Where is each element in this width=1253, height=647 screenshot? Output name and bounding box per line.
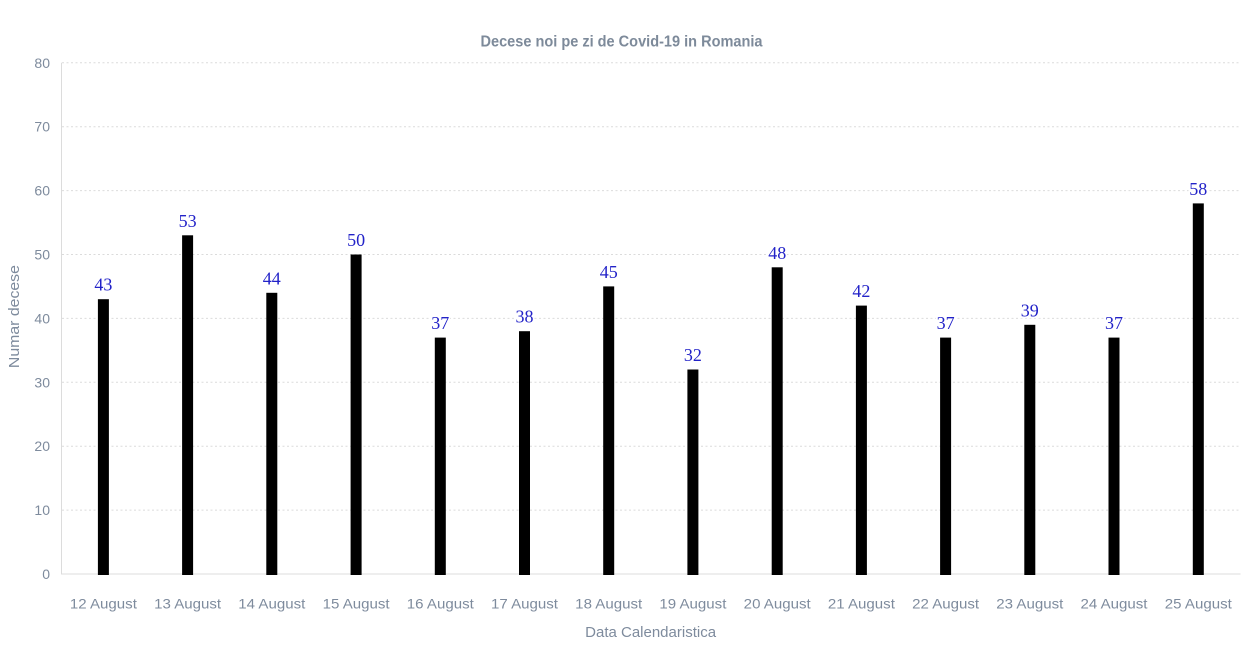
svg-text:45: 45	[600, 262, 618, 282]
svg-text:48: 48	[768, 243, 786, 263]
svg-text:37: 37	[431, 313, 449, 333]
svg-text:Data Calendaristica: Data Calendaristica	[585, 624, 717, 641]
svg-text:10: 10	[34, 502, 50, 518]
svg-text:50: 50	[347, 230, 365, 250]
svg-text:24 August: 24 August	[1081, 596, 1148, 612]
svg-text:19 August: 19 August	[659, 596, 726, 612]
svg-text:12 August: 12 August	[70, 596, 137, 612]
svg-text:38: 38	[516, 307, 534, 327]
svg-text:15 August: 15 August	[323, 596, 390, 612]
svg-text:32: 32	[684, 345, 702, 365]
svg-text:20 August: 20 August	[744, 596, 811, 612]
svg-text:21 August: 21 August	[828, 596, 895, 612]
svg-text:42: 42	[852, 281, 870, 301]
svg-text:50: 50	[34, 247, 50, 263]
svg-text:60: 60	[34, 183, 50, 199]
svg-text:20: 20	[34, 438, 50, 454]
svg-text:70: 70	[34, 119, 50, 135]
svg-text:23 August: 23 August	[996, 596, 1063, 612]
svg-text:17 August: 17 August	[491, 596, 558, 612]
svg-text:39: 39	[1021, 300, 1039, 320]
svg-text:Numar decese: Numar decese	[6, 265, 23, 368]
svg-text:37: 37	[1105, 313, 1123, 333]
svg-text:80: 80	[34, 55, 50, 71]
svg-text:0: 0	[42, 566, 50, 582]
svg-text:18 August: 18 August	[575, 596, 642, 612]
svg-text:53: 53	[179, 211, 197, 231]
svg-text:14 August: 14 August	[238, 596, 305, 612]
svg-text:58: 58	[1189, 179, 1207, 199]
svg-text:22 August: 22 August	[912, 596, 979, 612]
svg-text:30: 30	[34, 374, 50, 390]
svg-text:16 August: 16 August	[407, 596, 474, 612]
svg-text:37: 37	[937, 313, 955, 333]
svg-text:13 August: 13 August	[154, 596, 221, 612]
svg-text:40: 40	[34, 310, 50, 326]
svg-text:44: 44	[263, 268, 281, 288]
svg-text:25 August: 25 August	[1165, 596, 1232, 612]
svg-text:43: 43	[94, 275, 112, 295]
svg-text:Decese noi pe zi de Covid-19 i: Decese noi pe zi de Covid-19 in Romania	[481, 34, 763, 51]
